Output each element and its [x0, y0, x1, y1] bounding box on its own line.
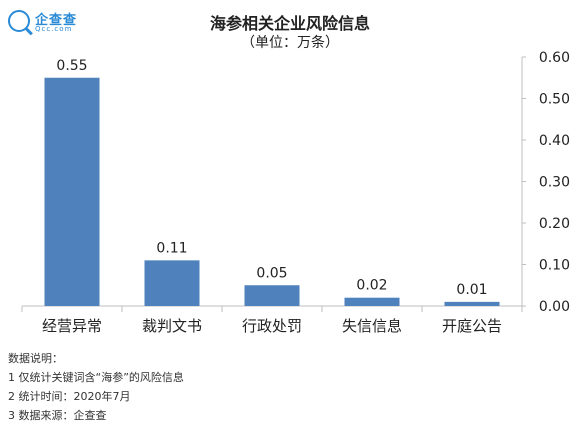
data-label: 0.02: [356, 278, 387, 294]
data-label: 0.01: [456, 282, 487, 298]
bar: [244, 285, 300, 306]
chart-subtitle: （单位：万条）: [241, 35, 339, 51]
notes-line-2: 2 统计时间：2020年7月: [8, 390, 131, 403]
bar-chart: 0.00 0.10 0.20 0.30 0.40 0.50 0.60 0.55 经营异常 0.11…: [21, 50, 570, 335]
y-tick-label: 0.50: [539, 92, 570, 108]
data-notes: 数据说明： 1 仅统计关键词含“海参”的风险信息 2 统计时间：2020年7月 …: [8, 349, 184, 425]
notes-heading: 数据说明：: [8, 352, 63, 365]
y-tick-label: 0.00: [539, 299, 570, 315]
logo-subtext: Qcc.com: [35, 25, 73, 33]
category-label: 裁判文书: [142, 317, 202, 335]
category-label: 开庭公告: [442, 317, 502, 335]
logo-name: 企查查: [35, 13, 78, 28]
notes-line-1: 1 仅统计关键词含“海参”的风险信息: [8, 371, 184, 384]
qcc-logo: 企查查 Qcc.com: [8, 8, 98, 36]
category-label: 失信信息: [342, 317, 402, 335]
y-tick-label: 0.60: [539, 50, 570, 66]
category-label: 行政处罚: [242, 317, 302, 335]
y-tick-label: 0.20: [539, 216, 570, 232]
category-label: 经营异常: [42, 317, 102, 335]
bar: [444, 301, 500, 306]
data-label: 0.55: [56, 58, 87, 74]
notes-line-3: 3 数据来源：企查查: [8, 409, 107, 422]
bar: [344, 297, 400, 306]
chart-title: 海参相关企业风险信息: [209, 14, 370, 33]
bar: [44, 77, 100, 306]
data-label: 0.11: [156, 240, 187, 256]
y-tick-label: 0.30: [539, 175, 570, 191]
y-tick-label: 0.40: [539, 133, 570, 149]
bar: [144, 260, 200, 306]
magnifier-icon: [8, 10, 30, 32]
data-label: 0.05: [256, 265, 287, 281]
y-tick-label: 0.10: [539, 258, 570, 274]
